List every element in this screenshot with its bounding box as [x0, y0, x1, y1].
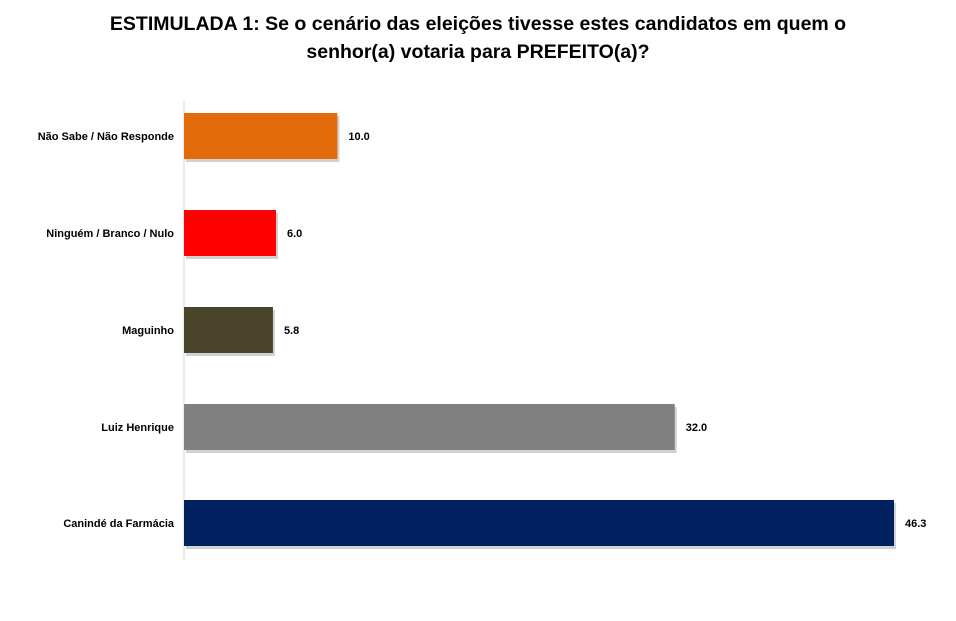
category-label: Ninguém / Branco / Nulo — [46, 228, 174, 240]
value-label: 5.8 — [284, 325, 299, 337]
bar — [184, 500, 894, 546]
value-label: 32.0 — [686, 422, 707, 434]
category-label: Não Sabe / Não Responde — [38, 131, 174, 143]
category-label: Maguinho — [122, 325, 174, 337]
bar — [184, 210, 277, 256]
category-label: Luiz Henrique — [101, 422, 174, 434]
chart-title: ESTIMULADA 1: Se o cenário das eleições … — [109, 13, 847, 63]
value-label: 10.0 — [348, 131, 369, 143]
category-label: Canindé da Farmácia — [63, 518, 175, 530]
bar — [184, 113, 338, 159]
value-label: 46.3 — [905, 518, 926, 530]
value-label: 6.0 — [287, 228, 302, 240]
bar — [184, 404, 675, 450]
bar — [184, 307, 273, 353]
